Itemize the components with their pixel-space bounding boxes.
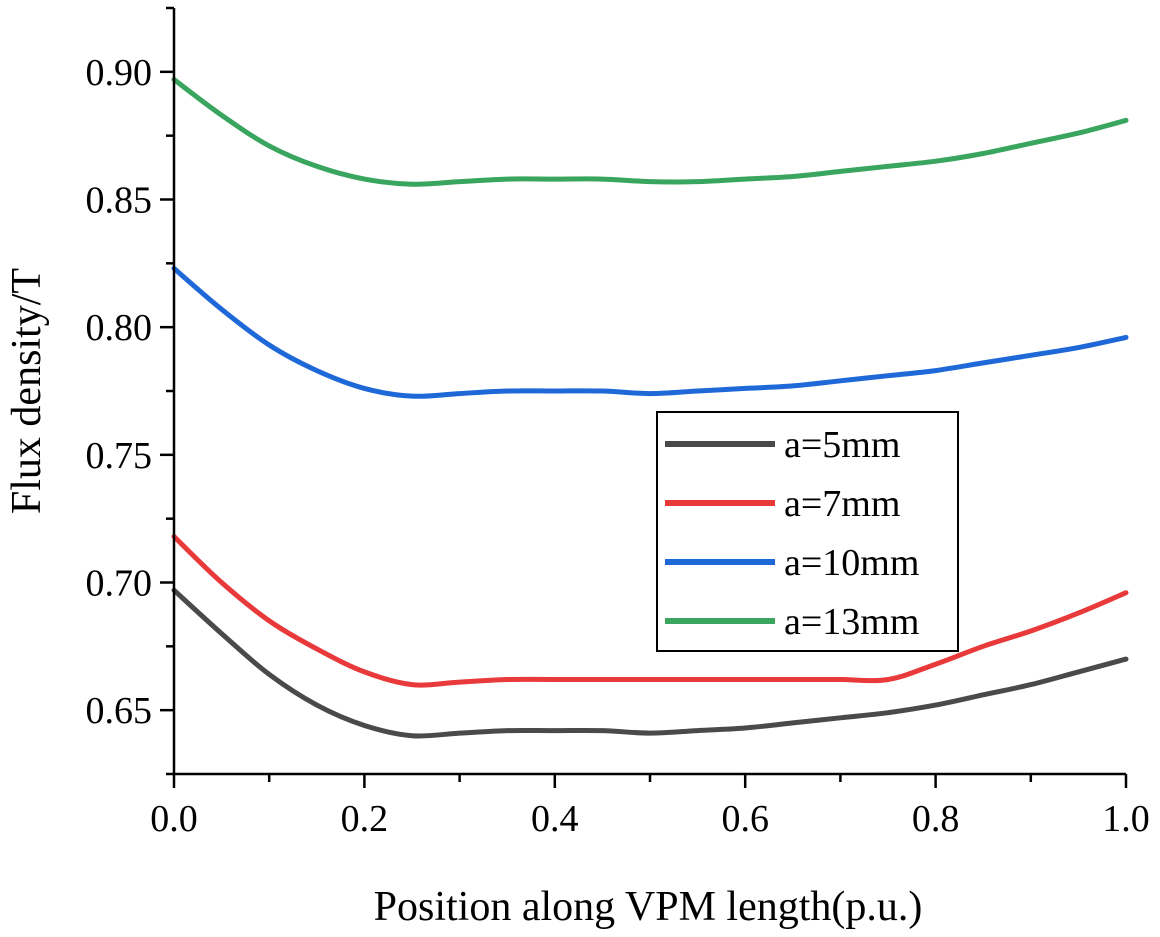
y-tick-label: 0.65 — [86, 690, 153, 732]
x-tick-label: 1.0 — [1102, 798, 1150, 840]
series-line-4 — [171, 77, 1129, 187]
legend-box — [656, 411, 959, 652]
x-tick-label: 0.6 — [721, 798, 769, 840]
y-tick-label: 0.90 — [86, 52, 153, 94]
legend-label: a=13mm — [784, 601, 919, 643]
y-tick-label: 0.85 — [86, 180, 153, 222]
legend-label: a=7mm — [784, 483, 900, 525]
legend-label: a=10mm — [784, 542, 919, 584]
x-tick-label: 0.8 — [912, 798, 960, 840]
legend-items: a=5mm a=7mm a=10mm a=13mm — [665, 424, 919, 643]
x-tick-label: 0.4 — [531, 798, 579, 840]
series-line-2 — [171, 534, 1129, 688]
y-tick-label: 0.70 — [86, 563, 153, 605]
series-line-3 — [171, 265, 1129, 399]
axes-layer — [172, 8, 1126, 776]
series-line-1 — [171, 587, 1129, 739]
y-tick-label: 0.75 — [86, 435, 153, 477]
legend: a=5mm a=7mm a=10mm a=13mm — [656, 411, 959, 652]
series-layer — [171, 77, 1129, 739]
x-axis-title: Position along VPM length(p.u.) — [374, 884, 923, 930]
legend-label: a=5mm — [784, 424, 900, 466]
x-tick-label: 0.2 — [341, 798, 389, 840]
x-tick-label: 0.0 — [150, 798, 198, 840]
y-tick-label: 0.80 — [86, 307, 153, 349]
ticks-layer: 0.0 0.2 0.4 0.6 0.8 1.0 0.65 0.70 0.75 0.80 0.85 0.… — [86, 6, 1150, 840]
y-axis-title: Flux density/T — [4, 268, 50, 514]
